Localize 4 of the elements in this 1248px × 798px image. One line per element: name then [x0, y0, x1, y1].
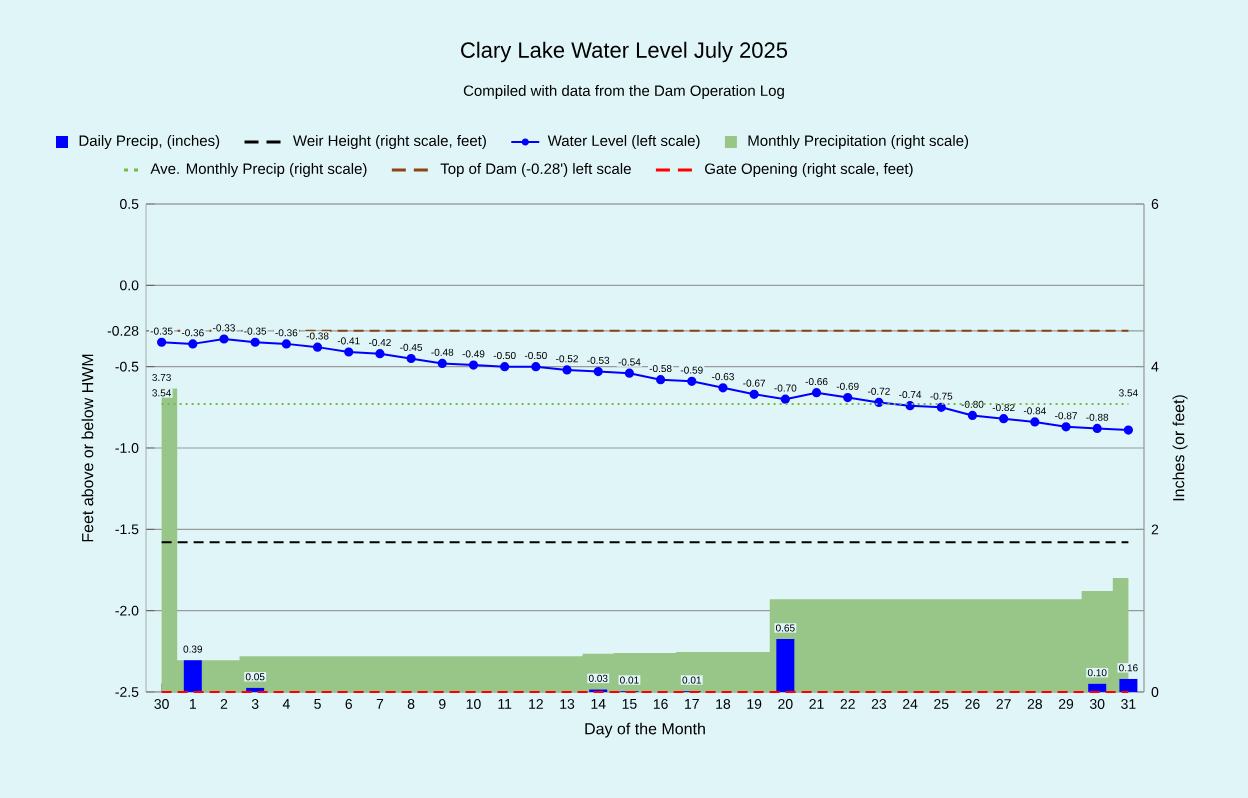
x-axis-title: Day of the Month: [585, 722, 705, 738]
y-axis-title: Feet above or below HWM: [81, 354, 94, 542]
y2-axis-title: Inches (or feet): [1172, 395, 1188, 501]
chart-title: Clary Lake Water Level July 2025: [461, 41, 788, 63]
